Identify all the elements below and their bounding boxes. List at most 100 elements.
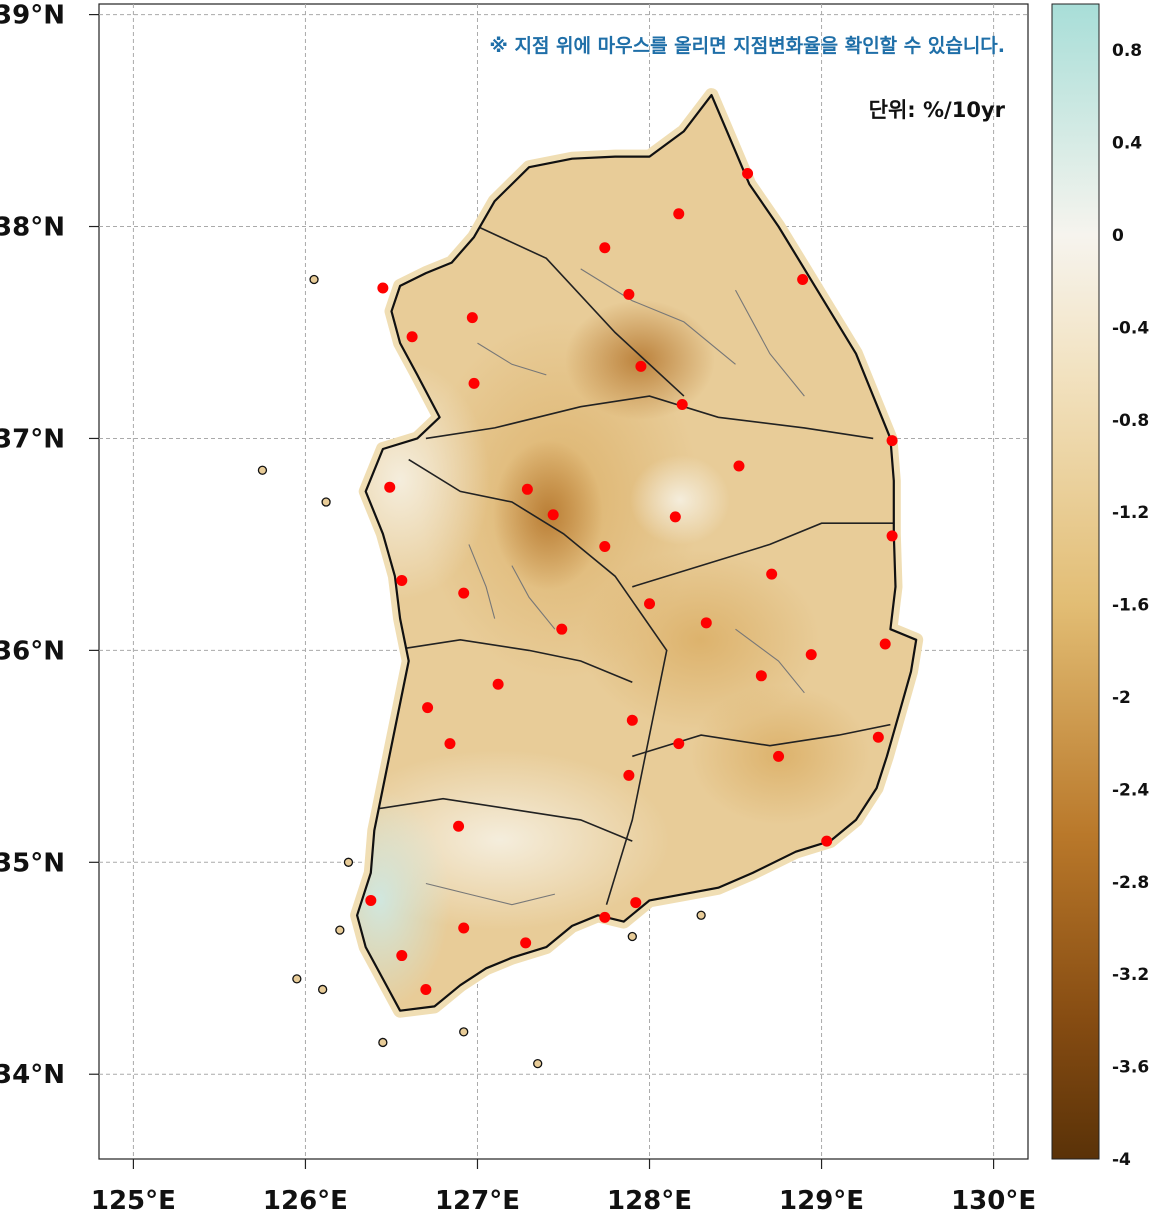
boundary-line	[468, 544, 496, 619]
boundary-line	[580, 268, 736, 365]
admin-boundaries	[374, 225, 894, 906]
island	[343, 857, 354, 867]
station-marker[interactable]	[420, 983, 432, 995]
station-marker[interactable]	[755, 670, 767, 682]
station-marker[interactable]	[458, 587, 470, 599]
station-marker[interactable]	[742, 168, 754, 180]
station-marker[interactable]	[879, 638, 891, 650]
stations	[365, 168, 898, 995]
boundary-line	[735, 289, 805, 397]
station-marker[interactable]	[886, 530, 898, 542]
station-marker[interactable]	[623, 288, 635, 300]
station-marker[interactable]	[676, 399, 688, 411]
colorbar-label: 0.4	[1112, 134, 1142, 154]
station-marker[interactable]	[406, 331, 418, 343]
station-marker[interactable]	[599, 541, 611, 553]
colorbar-label: 0	[1112, 226, 1124, 246]
lat-tick-label: 35°N	[0, 848, 65, 878]
station-marker[interactable]	[466, 312, 478, 324]
station-marker[interactable]	[453, 820, 465, 832]
colorbar-label: -3.6	[1112, 1058, 1149, 1078]
station-marker[interactable]	[872, 731, 884, 743]
station-marker[interactable]	[396, 950, 408, 962]
station-marker[interactable]	[673, 208, 685, 220]
lon-tick-label: 128°E	[607, 1186, 692, 1216]
station-marker[interactable]	[520, 937, 532, 949]
station-marker[interactable]	[396, 574, 408, 586]
lat-tick-label: 34°N	[0, 1060, 65, 1090]
boundary-line	[408, 458, 668, 905]
trend-zone-east	[580, 550, 820, 730]
unit-label: 단위: %/10yr	[869, 98, 1006, 122]
trend-zone-pale	[630, 455, 730, 545]
station-marker[interactable]	[797, 274, 809, 286]
station-marker[interactable]	[886, 435, 898, 447]
station-marker[interactable]	[444, 738, 456, 750]
station-marker[interactable]	[669, 511, 681, 523]
station-marker[interactable]	[468, 377, 480, 389]
station-marker[interactable]	[821, 835, 833, 847]
station-marker[interactable]	[630, 897, 642, 909]
colorbar-label: -2.8	[1112, 873, 1149, 893]
longitude-axis: 125°E 126°E 127°E 128°E 129°E 130°E	[91, 1159, 1036, 1216]
station-marker[interactable]	[521, 483, 533, 495]
colorbar-label: 0.8	[1112, 41, 1142, 61]
colorbar-label: -3.2	[1112, 965, 1149, 985]
boundary-line	[511, 565, 556, 630]
boundary-line	[477, 225, 685, 397]
colorbar-label: -0.8	[1112, 411, 1149, 431]
colorbar-labels: 0.8 0.4 0 -0.4 -0.8 -1.2 -1.6 -2 -2.4 -2.8 -3.2 -3.…	[1112, 41, 1149, 1170]
island	[696, 910, 706, 920]
lon-tick-label: 130°E	[951, 1186, 1036, 1216]
colorbar-label: -4	[1112, 1150, 1131, 1170]
island	[257, 465, 268, 475]
boundary-line	[632, 522, 894, 588]
island	[335, 925, 345, 935]
lat-tick-label: 37°N	[0, 424, 65, 454]
station-marker[interactable]	[626, 714, 638, 726]
station-marker[interactable]	[805, 649, 817, 661]
island	[309, 274, 319, 285]
boundary-line	[425, 882, 556, 906]
station-marker[interactable]	[377, 282, 389, 294]
coastline	[356, 94, 918, 1012]
lat-tick-label: 36°N	[0, 636, 65, 666]
lon-tick-label: 127°E	[435, 1186, 520, 1216]
station-marker[interactable]	[644, 598, 656, 610]
colorbar-label: -1.2	[1112, 503, 1149, 523]
island	[533, 1058, 543, 1069]
station-marker[interactable]	[492, 678, 504, 690]
island	[378, 1037, 388, 1048]
trend-zone-north	[565, 300, 715, 420]
station-marker[interactable]	[635, 360, 647, 372]
lon-tick-label: 129°E	[779, 1186, 864, 1216]
trend-zone-west	[357, 360, 490, 600]
station-marker[interactable]	[365, 894, 377, 906]
station-marker[interactable]	[773, 750, 785, 762]
boundary-line	[425, 395, 874, 440]
station-marker[interactable]	[623, 769, 635, 781]
boundary-line	[374, 797, 633, 842]
station-marker[interactable]	[556, 623, 568, 635]
station-marker[interactable]	[599, 911, 611, 923]
station-marker[interactable]	[384, 481, 396, 493]
station-marker[interactable]	[766, 568, 778, 580]
lon-tick-label: 126°E	[263, 1186, 348, 1216]
latitude-axis: 34°N 35°N 36°N 37°N 38°N 39°N	[0, 1, 99, 1090]
land-surface	[257, 88, 924, 1069]
station-marker[interactable]	[547, 509, 559, 521]
station-marker[interactable]	[673, 738, 685, 750]
lat-tick-label: 38°N	[0, 213, 65, 243]
station-marker[interactable]	[599, 242, 611, 254]
station-marker[interactable]	[458, 922, 470, 934]
station-marker[interactable]	[700, 617, 712, 629]
island	[459, 1027, 469, 1037]
station-marker[interactable]	[422, 702, 434, 714]
lon-tick-label: 125°E	[91, 1186, 176, 1216]
boundary-line	[735, 628, 805, 694]
station-marker[interactable]	[733, 460, 745, 472]
hover-notice: ※ 지점 위에 마우스를 올리면 지점변화율을 확인할 수 있습니다.	[489, 34, 1005, 57]
island	[292, 974, 302, 984]
island	[317, 984, 328, 995]
